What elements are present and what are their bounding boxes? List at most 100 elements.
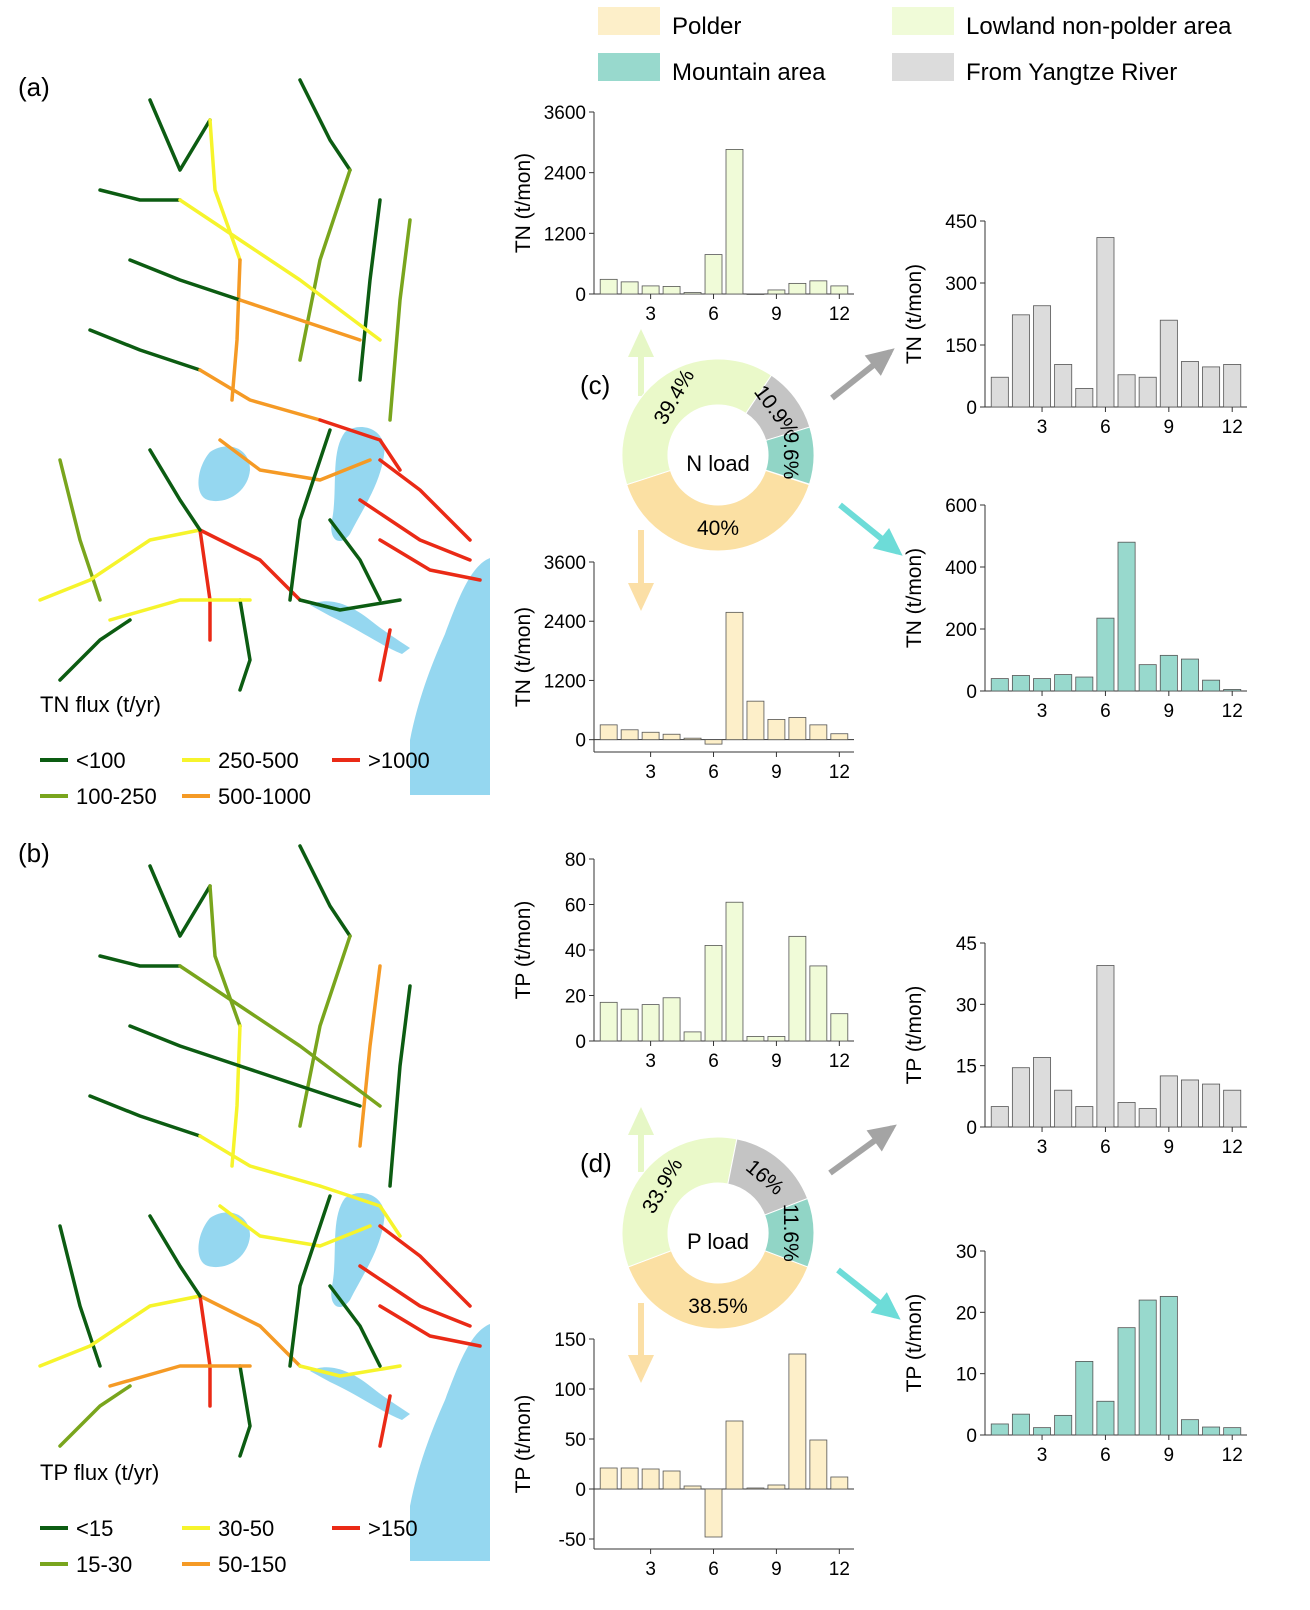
bar-month-2 [1011,1413,1030,1436]
bar-month-3 [641,731,660,741]
bar-month-3 [641,1004,660,1042]
bar-month-4 [1054,1414,1073,1436]
y-tick-label: 2400 [544,612,586,633]
river-segment [98,954,182,968]
river-network [38,844,482,1458]
y-tick-label: 20 [565,987,586,1008]
y-tick-label: 45 [956,934,977,955]
panel-label-b: (b) [18,838,50,868]
river-segment [128,258,242,302]
bar-month-5 [1075,676,1094,692]
bar-month-1 [599,724,618,741]
chart-tn_polder: 0 1200 2400 3600 3 6 9 12 TN (t/mon) [512,553,854,783]
y-tick-label: 450 [945,212,977,233]
bar-month-4 [1054,364,1073,408]
donut-slice-label: 11.6% [779,1204,802,1262]
x-tick-label: 9 [1164,417,1175,438]
bar-month-4 [662,1470,681,1490]
bar-month-6 [704,945,723,1042]
lake-west [198,446,250,502]
top-legend: Polder Lowland non-polder area Mountain … [598,7,1232,86]
river-segment [318,1184,402,1238]
donut-slice [764,1197,815,1268]
bar-month-9 [1159,1295,1178,1436]
y-axis-label: TN (t/mon) [512,607,535,707]
p-load-donut: 38.5%33.9% 16%11.6%P load [621,1136,815,1330]
river-segment [298,598,402,612]
bar-month-12 [830,733,849,741]
x-tick-label: 6 [1100,417,1111,438]
x-tick-label: 6 [1100,1137,1111,1158]
y-tick-label: 10 [956,1365,977,1386]
river-segment [178,964,382,1108]
y-tick-label: 0 [575,1480,586,1501]
arrow-head [864,348,895,376]
x-tick-label: 6 [708,1051,719,1072]
bar-month-12 [830,1013,849,1042]
bar-month-5 [683,1031,702,1042]
tn-flux-legend-title: TN flux (t/yr) [40,692,161,717]
y-tick-label: 0 [575,731,586,752]
bar-month-5 [683,292,702,295]
x-tick-label: 12 [829,1559,850,1580]
river-segment [358,198,382,382]
river-segment [198,528,302,602]
river-segment [238,1364,252,1458]
river-segment [128,1024,242,1068]
tn-flux-legend: TN flux (t/yr) <100 100-250 250-500 500-… [40,692,430,809]
river-segment [328,1284,382,1368]
y-tick-label: 200 [945,620,977,641]
bar-month-2 [1011,1067,1030,1128]
river-segment [148,448,202,532]
river-segment [328,518,382,602]
bar-month-11 [1202,679,1221,692]
bar-month-8 [746,1036,765,1042]
y-tick-label: 150 [554,1330,586,1351]
bar-month-5 [1075,1106,1094,1128]
bar-month-8 [746,1487,765,1490]
donut-center-label: P load [687,1229,749,1254]
river-segment [378,458,472,542]
chart-tp_lowland: 0 20 40 60 80 3 6 9 12 TP (t/mon) [512,850,854,1072]
bar-month-7 [725,611,744,741]
bar-month-7 [1117,1327,1136,1436]
x-tick-label: 12 [1222,1445,1243,1466]
y-tick-label: 20 [956,1303,977,1324]
bar-month-7 [725,149,744,295]
bar-month-4 [662,286,681,295]
x-tick-label: 12 [1222,417,1243,438]
river-segment [198,528,212,642]
x-tick-label: 12 [829,1051,850,1072]
river-network [38,78,482,692]
chart-tp_polder: -50 0 50 100 150 3 6 9 12 TP (t/mon) [512,1330,854,1580]
bar-month-5 [1075,387,1094,408]
bay [410,558,490,795]
bar-month-6 [704,739,723,745]
river-segment [298,934,352,1128]
river-segment [108,598,252,622]
bar-month-7 [1117,374,1136,408]
bar-month-6 [1096,237,1115,408]
lake-east [331,426,385,542]
legend-label-lowland: Lowland non-polder area [966,13,1232,40]
river-segment [378,628,392,682]
channel [310,1367,410,1420]
x-tick-label: 6 [1100,1445,1111,1466]
tn-flux-map [38,78,490,795]
river-segment [230,1024,242,1168]
river-segment [178,198,382,342]
x-tick-label: 6 [708,304,719,325]
legend-swatch-lowland [892,7,954,35]
legend-label-flux1: <15 [76,1516,113,1541]
bar-month-6 [1096,1400,1115,1436]
legend-label-flux4: 50-150 [218,1552,287,1577]
flow-arrows [628,329,903,1383]
bar-month-3 [1033,1057,1052,1128]
bar-month-1 [599,1001,618,1042]
bar-month-2 [620,1467,639,1490]
bar-month-7 [725,1420,744,1490]
x-tick-label: 6 [708,1559,719,1580]
river-segment [148,98,212,172]
bar-month-11 [809,965,828,1042]
y-tick-label: 40 [565,941,586,962]
